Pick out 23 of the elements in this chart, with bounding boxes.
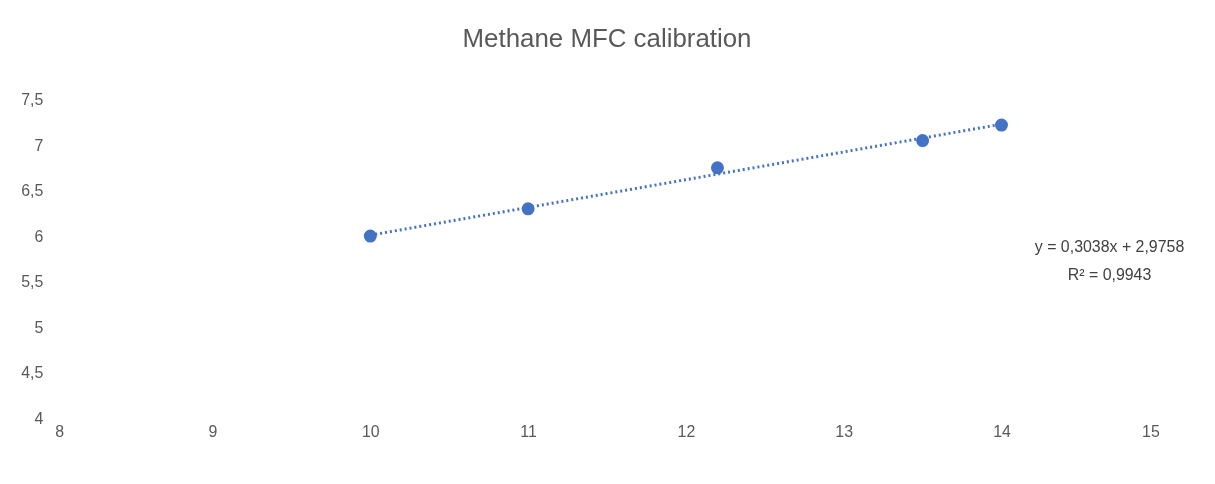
annotation: R² = 0,9943 [1067,265,1152,283]
point [363,229,377,243]
y-tick-label: 7,5 [21,91,44,109]
x-tick-label: 11 [520,423,538,441]
x-tick-label: 14 [993,423,1011,441]
x-tick-label: 12 [677,423,696,441]
y-tick-label: 5,5 [21,273,44,291]
x-tick-label: 9 [208,423,218,441]
y-tick-label: 4,5 [21,364,44,382]
x-tick-label: 10 [361,423,380,441]
y-tick-label: 5 [34,318,44,336]
x-tick-label: 15 [1142,423,1160,441]
y-tick-label: 6 [34,227,44,245]
x-tick-label: 13 [835,423,854,441]
x-tick-label: 8 [55,423,65,441]
chart-title: Methane MFC calibration [462,23,752,52]
point [995,118,1008,132]
point [710,161,724,175]
annotation: y = 0,3038x + 2,9758 [1034,237,1185,255]
y-tick-label: 4 [34,409,44,427]
y-tick-label: 6,5 [21,182,44,200]
point [916,134,930,148]
y-tick-label: 7 [34,136,44,154]
